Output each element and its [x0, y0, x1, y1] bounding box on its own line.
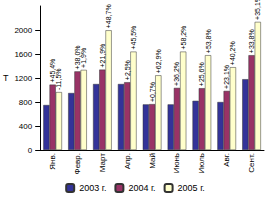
- svg-text:1200: 1200: [14, 74, 32, 83]
- svg-text:+58,2%: +58,2%: [180, 26, 187, 50]
- svg-text:+35,1%: +35,1%: [254, 0, 261, 20]
- svg-text:Февр.: Февр.: [73, 153, 82, 174]
- svg-text:+36,2%: +36,2%: [173, 62, 180, 86]
- svg-text:Июнь: Июнь: [172, 153, 181, 173]
- svg-text:+2,5%: +2,5%: [124, 60, 131, 80]
- svg-text:Март: Март: [98, 153, 107, 172]
- svg-text:Т: Т: [3, 73, 9, 83]
- svg-text:Май: Май: [148, 153, 157, 169]
- svg-text:2005 г.: 2005 г.: [178, 183, 205, 193]
- svg-text:+25,6%: +25,6%: [198, 62, 205, 86]
- svg-text:+0,7%: +0,7%: [149, 82, 156, 102]
- svg-text:+21,9%: +21,9%: [99, 44, 106, 68]
- svg-text:+33,8%: +33,8%: [248, 29, 255, 53]
- svg-text:+45,4%: +45,4%: [49, 58, 57, 83]
- svg-text:-11,5%: -11,5%: [55, 68, 62, 90]
- svg-text:+40,2%: +40,2%: [229, 41, 236, 65]
- svg-text:+62,9%: +62,9%: [155, 49, 162, 73]
- svg-text:800: 800: [19, 98, 33, 107]
- svg-text:Июль: Июль: [197, 153, 206, 173]
- svg-text:Янв.: Янв.: [48, 153, 57, 170]
- svg-text:+45,5%: +45,5%: [130, 26, 137, 50]
- svg-text:0: 0: [28, 146, 33, 155]
- svg-text:+1,9%: +1,9%: [80, 48, 87, 68]
- svg-text:Авг.: Авг.: [222, 153, 231, 167]
- svg-text:+38,0%: +38,0%: [74, 45, 81, 70]
- svg-text:+48,7%: +48,7%: [105, 4, 112, 28]
- svg-text:Сент.: Сент.: [247, 153, 256, 173]
- svg-text:1600: 1600: [14, 50, 32, 59]
- svg-text:+23,1%: +23,1%: [223, 65, 230, 89]
- svg-text:Апр.: Апр.: [123, 153, 132, 169]
- svg-text:2004 г.: 2004 г.: [128, 183, 155, 193]
- svg-text:2003 г.: 2003 г.: [79, 183, 106, 193]
- svg-text:400: 400: [19, 122, 33, 131]
- svg-text:2000: 2000: [14, 26, 32, 35]
- svg-text:+53,8%: +53,8%: [205, 29, 212, 53]
